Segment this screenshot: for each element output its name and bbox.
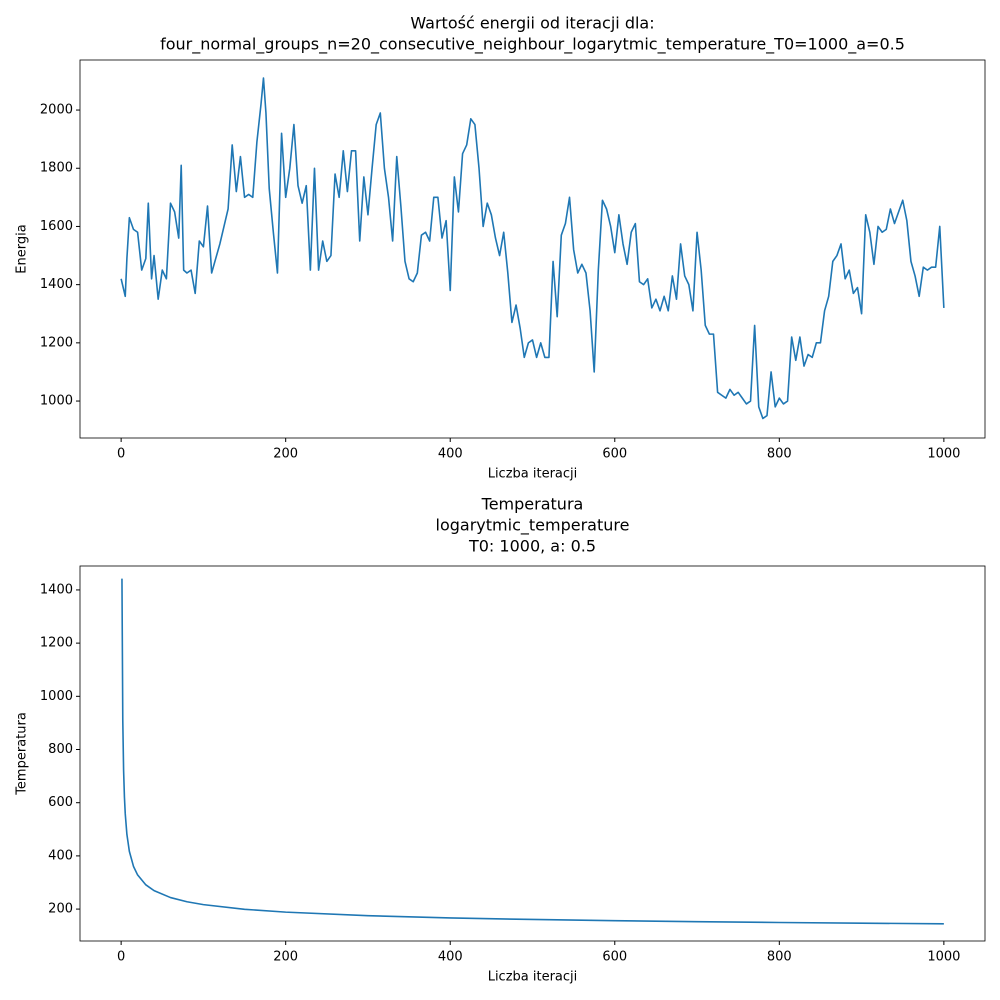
y-tick-label: 2000 [40,103,73,118]
chart-title: Temperatura [481,495,584,514]
y-tick-label: 200 [48,902,73,917]
x-tick-label: 800 [767,950,792,965]
x-tick-label: 600 [602,950,627,965]
y-tick-label: 800 [48,742,73,757]
plot-frame [79,59,986,439]
x-tick-label: 400 [438,950,463,965]
y-tick-label: 600 [48,795,73,810]
y-tick-label: 1400 [40,277,73,292]
y-tick-label: 1200 [40,636,73,651]
y-tick-label: 1600 [40,219,73,234]
x-tick-label: 800 [767,447,792,462]
chart-title: four_normal_groups_n=20_consecutive_neig… [160,35,905,55]
y-axis-label: Temperatura [15,712,30,796]
x-tick-label: 0 [117,447,125,462]
x-axis-label: Liczba iteracji [488,970,578,985]
subplot: Wartość energii od iteracji dla: four_nor… [15,14,986,482]
y-tick-label: 1000 [40,689,73,704]
y-tick-label: 1200 [40,335,73,350]
x-tick-label: 0 [117,950,125,965]
x-tick-label: 1000 [927,447,960,462]
y-tick-label: 1000 [40,394,73,409]
y-tick-label: 400 [48,848,73,863]
chart-title: Wartość energii od iteracji dla: [410,14,654,33]
y-tick-label: 1800 [40,161,73,176]
x-tick-label: 400 [438,447,463,462]
line-series [120,77,945,420]
y-axis-label: Energia [15,224,30,273]
chart-title: logarytmic_temperature [436,516,630,536]
x-tick-label: 1000 [927,950,960,965]
y-tick-label: 1400 [40,582,73,597]
x-tick-label: 200 [273,447,298,462]
x-tick-label: 200 [273,950,298,965]
line-series [121,578,944,925]
plot-frame [79,565,986,942]
chart-title: T0: 1000, a: 0.5 [468,537,596,556]
x-tick-label: 600 [602,447,627,462]
x-axis-label: Liczba iteracji [488,467,578,482]
